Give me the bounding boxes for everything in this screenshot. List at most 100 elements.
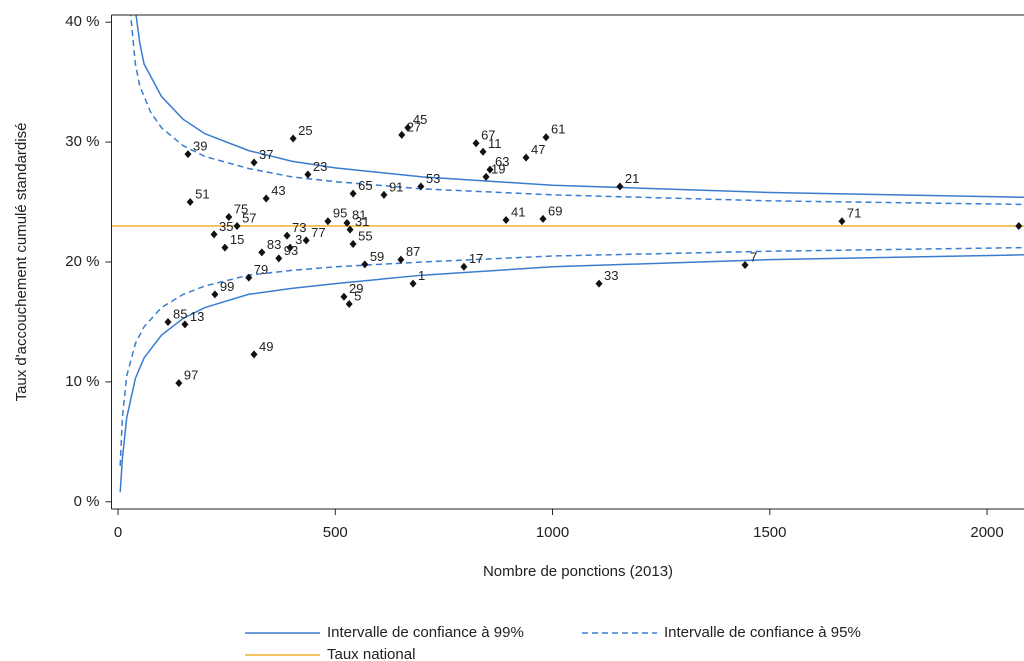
data-point (233, 222, 241, 231)
point-label: 81 (352, 207, 366, 222)
point-label: 19 (491, 161, 505, 176)
x-tick-label: 500 (323, 524, 348, 541)
x-tick-label: 2000 (970, 524, 1003, 541)
point-label: 85 (173, 306, 187, 321)
point-label: 75 (234, 201, 248, 216)
data-point (417, 182, 425, 191)
point-label: 1 (418, 268, 425, 283)
legend-label: Intervalle de confiance à 99% (327, 624, 524, 641)
data-point (1015, 222, 1023, 231)
data-point (349, 189, 357, 198)
data-point (210, 230, 218, 239)
data-point (340, 292, 348, 301)
point-label: 69 (548, 203, 562, 218)
point-label: 93 (284, 243, 298, 258)
x-tick-label: 1500 (753, 524, 786, 541)
data-point (397, 255, 405, 264)
data-point (181, 320, 189, 329)
data-point (741, 260, 749, 269)
point-label: 23 (313, 159, 327, 174)
point-label: 61 (551, 122, 565, 137)
x-tick-label: 0 (114, 524, 122, 541)
point-label: 21 (625, 171, 639, 186)
data-point (345, 299, 353, 308)
point-label: 27 (407, 119, 421, 134)
point-label: 55 (358, 228, 372, 243)
point-label: 87 (406, 244, 420, 259)
data-point (225, 213, 233, 222)
data-point (380, 190, 388, 199)
point-label: 71 (847, 206, 861, 221)
y-tick-label: 30 % (65, 133, 99, 150)
confidence-limit (119, 254, 1024, 493)
point-label: 3 (295, 232, 302, 247)
data-point (346, 225, 354, 234)
point-label: 47 (531, 142, 545, 157)
data-point (262, 194, 270, 203)
data-point (838, 217, 846, 226)
data-point (409, 279, 417, 288)
point-label: 53 (426, 171, 440, 186)
point-label: 65 (358, 178, 372, 193)
point-label: 29 (349, 281, 363, 296)
point-label: 17 (469, 251, 483, 266)
point-label: 33 (604, 268, 618, 283)
point-label: 63 (495, 154, 509, 169)
legend-label: Taux national (327, 646, 415, 661)
data-point (302, 236, 310, 245)
data-point (289, 134, 297, 143)
point-label: 79 (254, 262, 268, 277)
data-point (164, 317, 172, 326)
point-label: 15 (230, 232, 244, 247)
point-label: 43 (271, 183, 285, 198)
point-label: 7 (750, 249, 757, 264)
point-label: 83 (267, 237, 281, 252)
confidence-limit (119, 246, 1024, 466)
point-label: 31 (355, 214, 369, 229)
point-label: 95 (333, 206, 347, 221)
point-label: 67 (481, 128, 495, 143)
point-label: 57 (242, 210, 256, 225)
point-label: 13 (190, 309, 204, 324)
point-label: 91 (389, 179, 403, 194)
data-point (324, 217, 332, 226)
data-point (404, 123, 412, 132)
data-point (283, 231, 291, 240)
y-tick-label: 20 % (65, 253, 99, 270)
data-point (184, 150, 192, 159)
confidence-limit (135, 15, 1024, 199)
point-label: 51 (195, 186, 209, 201)
data-point (486, 165, 494, 174)
data-point (595, 279, 603, 288)
data-point (542, 133, 550, 142)
data-point (361, 260, 369, 269)
point-label: 5 (354, 288, 361, 303)
point-label: 41 (511, 204, 525, 219)
data-point (175, 379, 183, 388)
data-point (250, 350, 258, 359)
data-point (258, 248, 266, 257)
data-point (250, 158, 258, 167)
y-tick-label: 10 % (65, 373, 99, 390)
y-tick-label: 40 % (65, 13, 99, 30)
point-label: 45 (413, 112, 427, 127)
data-point (304, 170, 312, 179)
data-point (472, 139, 480, 148)
point-label: 39 (193, 139, 207, 154)
data-point (522, 153, 530, 162)
data-point (479, 147, 487, 156)
data-point (343, 219, 351, 228)
legend-label: Intervalle de confiance à 95% (664, 624, 861, 641)
data-point (349, 240, 357, 249)
data-point (286, 243, 294, 252)
point-label: 25 (298, 123, 312, 138)
data-point (221, 243, 229, 252)
data-point (539, 214, 547, 223)
data-point (460, 262, 468, 271)
point-label: 11 (488, 136, 502, 151)
x-axis-title: Nombre de ponctions (2013) (483, 563, 673, 580)
confidence-limit (129, 15, 1024, 206)
data-point (186, 198, 194, 207)
y-tick-label: 0 % (74, 493, 100, 510)
